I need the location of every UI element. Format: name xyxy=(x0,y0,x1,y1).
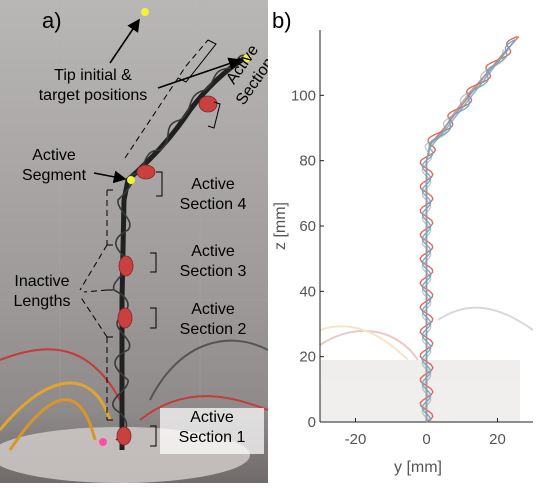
x-tick-label: -20 xyxy=(345,431,367,448)
loose-wires xyxy=(0,339,268,451)
section-2-line1: Active xyxy=(191,301,235,318)
y-tick-label: 40 xyxy=(299,283,316,300)
panel-b-label: b) xyxy=(272,8,292,33)
section-4-line2: Section 4 xyxy=(179,196,247,213)
background-grid xyxy=(0,0,268,400)
section-4-line1: Active xyxy=(191,176,235,193)
y-axis-label: z [mm] xyxy=(272,202,289,250)
active-segment-label: Active Segment xyxy=(12,146,96,186)
y-tick-label: 60 xyxy=(299,218,316,235)
section-brackets xyxy=(107,39,221,447)
y-tick-label: 20 xyxy=(299,349,316,366)
y-tick-label: 80 xyxy=(299,153,316,170)
active-segment-marker xyxy=(127,176,135,184)
tip-initial-marker xyxy=(141,8,149,16)
y-tick-label: 100 xyxy=(291,87,316,104)
active-sections xyxy=(116,95,218,446)
background-overlay xyxy=(319,306,534,422)
photo-panel: a) Tip initial & target positions Active… xyxy=(0,0,268,483)
tip-positions-line2: target positions xyxy=(38,87,148,104)
photo-illustration xyxy=(0,0,268,483)
active-segment-line2: Segment xyxy=(21,167,87,184)
active-segment-line1: Active xyxy=(32,147,76,164)
section-2-label: Active Section 2 xyxy=(168,300,258,340)
panel-a-label: a) xyxy=(42,8,62,33)
tip-positions-line1: Tip initial & xyxy=(54,67,132,84)
x-tick-label: 20 xyxy=(489,431,506,448)
section-1-label: Active Section 1 xyxy=(160,408,264,454)
inactive-lengths-line1: Inactive xyxy=(14,273,70,290)
section-3-label: Active Section 3 xyxy=(168,242,258,282)
tip-positions-label: Tip initial & target positions xyxy=(18,66,168,106)
dashed-guides xyxy=(79,39,209,420)
led xyxy=(99,438,107,446)
helical-wrap xyxy=(112,54,247,441)
inactive-lengths-line2: Lengths xyxy=(13,293,71,310)
series-centerline xyxy=(425,49,509,422)
section-4-label: Active Section 4 xyxy=(168,175,258,215)
annotation-arrows xyxy=(93,18,242,184)
x-tick-label: 0 xyxy=(422,431,430,448)
series-helix xyxy=(421,49,505,423)
section-2-line2: Section 2 xyxy=(179,321,247,338)
inactive-lengths-label: Inactive Lengths xyxy=(8,272,76,312)
section-1-line2: Section 1 xyxy=(178,429,246,446)
section-1-line1: Active xyxy=(190,409,234,426)
plot-panel: b) -20 0 20 0 20 40 60 80 100 y [mm] z [mm] xyxy=(268,0,537,483)
y-tick-label: 0 xyxy=(308,414,316,431)
trajectory-plot: -20 0 20 0 20 40 60 80 100 y [mm] z [mm] xyxy=(272,30,534,476)
tip-target-marker xyxy=(243,54,251,62)
section-3-line2: Section 3 xyxy=(179,263,247,280)
section-3-line1: Active xyxy=(191,243,235,260)
x-axis-label: y [mm] xyxy=(394,459,442,476)
